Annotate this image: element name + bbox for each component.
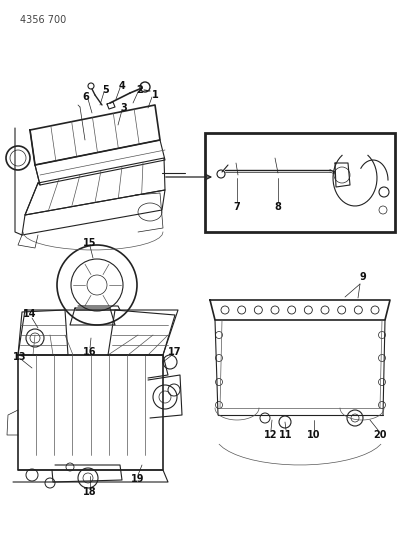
Text: 12: 12 [264, 430, 278, 440]
Text: 4356 700: 4356 700 [20, 15, 66, 25]
Text: 10: 10 [307, 430, 321, 440]
Text: 20: 20 [373, 430, 387, 440]
Text: 15: 15 [83, 238, 97, 248]
Text: 8: 8 [275, 202, 282, 212]
Bar [205, 133, 395, 232]
Text: 13: 13 [13, 352, 27, 362]
Text: 19: 19 [131, 474, 145, 484]
Text: 17: 17 [168, 347, 182, 357]
Text: 2: 2 [137, 85, 143, 95]
Text: 5: 5 [103, 85, 109, 95]
Text: 3: 3 [121, 103, 127, 113]
Text: 7: 7 [234, 202, 240, 212]
Text: 16: 16 [83, 347, 97, 357]
Text: 4: 4 [119, 81, 125, 91]
Text: 1: 1 [152, 90, 158, 100]
Text: 14: 14 [23, 309, 37, 319]
Text: 11: 11 [279, 430, 293, 440]
Text: 9: 9 [359, 272, 366, 282]
Text: 18: 18 [83, 487, 97, 497]
Text: 6: 6 [83, 92, 89, 102]
